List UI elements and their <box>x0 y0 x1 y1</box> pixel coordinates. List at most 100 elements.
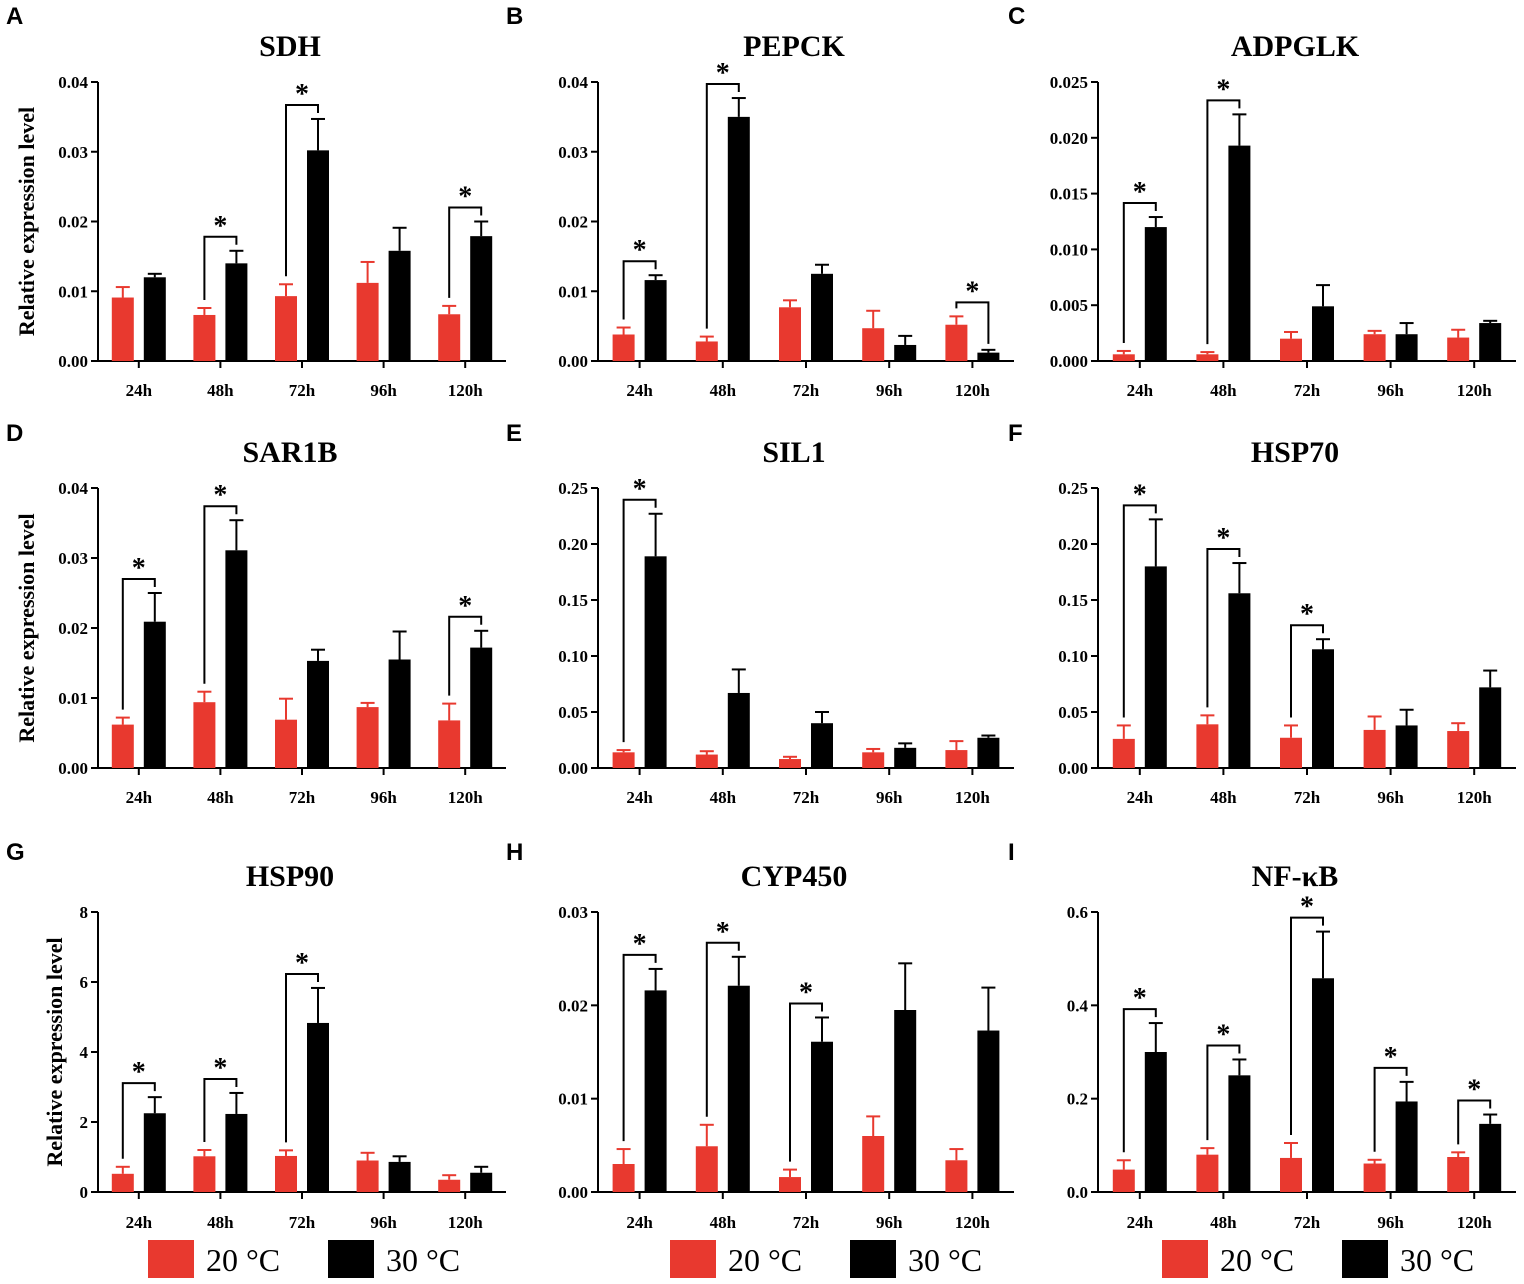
significance-star: * <box>1384 1042 1398 1073</box>
significance-star: * <box>1133 479 1147 510</box>
y-tick-label: 0.15 <box>558 591 588 610</box>
bar-30c <box>470 236 493 361</box>
bar-20c <box>275 296 297 361</box>
significance-bracket <box>448 615 483 696</box>
bar-20c <box>612 752 635 768</box>
x-tick-label: 96h <box>876 381 903 400</box>
significance-bracket <box>121 578 156 710</box>
y-tick-label: 0.00 <box>558 352 588 371</box>
x-tick-label: 120h <box>448 381 484 400</box>
bar-20c <box>695 1146 718 1192</box>
y-tick-label: 0.01 <box>558 1090 588 1109</box>
bar-20c <box>945 750 968 768</box>
bar-30c <box>143 1113 166 1192</box>
significance-star: * <box>213 480 227 511</box>
bar-30c <box>644 280 667 361</box>
y-axis-label: Relative expression level <box>14 513 39 742</box>
chart-title: PEPCK <box>743 30 845 63</box>
significance-bracket <box>1457 1099 1492 1145</box>
panel-letter: F <box>1008 420 1023 447</box>
y-tick-label: 0.020 <box>1050 129 1088 148</box>
panel-letter: B <box>506 3 523 30</box>
bar-20c <box>193 314 216 361</box>
y-tick-label: 0.00 <box>58 352 88 371</box>
significance-star: * <box>1133 177 1147 208</box>
y-tick-label: 0.03 <box>58 143 88 162</box>
x-tick-label: 96h <box>1377 381 1404 400</box>
x-tick-label: 48h <box>710 381 737 400</box>
significance-star: * <box>633 235 647 266</box>
bar-20c <box>111 1173 134 1192</box>
panel-letter: D <box>6 420 23 447</box>
significance-bracket <box>955 301 990 344</box>
y-tick-label: 0.03 <box>558 903 588 922</box>
bar-30c <box>1144 566 1167 768</box>
y-tick-label: 0.00 <box>558 1183 588 1202</box>
bar-30c <box>977 737 1000 768</box>
legend: 20 °C 30 °C <box>670 1240 982 1278</box>
significance-star: * <box>458 591 472 622</box>
y-tick-label: 0.6 <box>1067 903 1088 922</box>
y-tick-label: 0.15 <box>1058 591 1088 610</box>
bar-20c <box>275 719 297 768</box>
y-tick-label: 0 <box>80 1183 89 1202</box>
x-tick-label: 96h <box>370 381 397 400</box>
legend-label: 30 °C <box>1400 1242 1474 1278</box>
x-tick-label: 48h <box>207 381 234 400</box>
y-tick-label: 0.00 <box>1058 759 1088 778</box>
bar-30c <box>1312 649 1334 768</box>
bar-30c <box>894 747 917 768</box>
panel-i: I NF-κB 0.0 0.2 0.4 0.6 24h * 48h * 72h * 96h * 120h * <box>1008 839 1516 1232</box>
bar-30c <box>1312 306 1334 361</box>
bar-20c <box>1447 1157 1470 1192</box>
significance-bracket <box>203 1077 238 1142</box>
bar-20c <box>1363 1163 1386 1192</box>
y-tick-label: 0.015 <box>1050 185 1088 204</box>
x-tick-label: 120h <box>448 788 484 807</box>
x-tick-label: 72h <box>289 381 316 400</box>
significance-star: * <box>1133 983 1147 1014</box>
legend-swatch <box>148 1240 194 1278</box>
bar-20c <box>438 1179 461 1192</box>
x-tick-label: 96h <box>876 1213 903 1232</box>
chart-title: HSP90 <box>246 860 334 893</box>
significance-bracket <box>203 235 238 300</box>
significance-star: * <box>295 79 309 110</box>
bar-30c <box>1479 323 1502 361</box>
bar-30c <box>143 277 166 361</box>
bar-30c <box>225 263 248 361</box>
legend-label: 30 °C <box>386 1242 460 1278</box>
y-tick-label: 0.4 <box>1067 996 1089 1015</box>
bar-30c <box>644 556 667 768</box>
bar-30c <box>727 116 750 361</box>
significance-bracket <box>705 941 740 1117</box>
y-tick-label: 0.10 <box>1058 647 1088 666</box>
significance-star: * <box>1467 1075 1481 1106</box>
significance-bracket <box>622 260 657 320</box>
x-tick-label: 72h <box>793 1213 820 1232</box>
bar-20c <box>1447 337 1470 361</box>
bar-30c <box>644 990 667 1192</box>
y-tick-label: 8 <box>80 903 89 922</box>
chart-title: NF-κB <box>1252 860 1339 893</box>
bar-20c <box>612 334 635 361</box>
significance-bracket <box>1122 202 1157 343</box>
y-tick-label: 0.010 <box>1050 240 1088 259</box>
y-tick-label: 0.00 <box>58 759 88 778</box>
y-tick-label: 0.25 <box>1058 479 1088 498</box>
x-tick-label: 24h <box>1127 788 1154 807</box>
bar-20c <box>1196 724 1219 768</box>
x-tick-label: 96h <box>370 788 397 807</box>
significance-bracket <box>1206 548 1241 708</box>
bar-20c <box>111 297 134 361</box>
significance-star: * <box>132 553 146 584</box>
x-tick-label: 24h <box>626 381 653 400</box>
panel-d: D SAR1B Relative expression level 0.00 0.01 0… <box>6 420 506 807</box>
y-tick-label: 0.04 <box>58 479 88 498</box>
bar-20c <box>1280 338 1302 361</box>
bar-30c <box>225 550 248 768</box>
panel-letter: H <box>506 839 523 866</box>
x-tick-label: 48h <box>1210 788 1237 807</box>
y-tick-label: 0.02 <box>558 996 588 1015</box>
